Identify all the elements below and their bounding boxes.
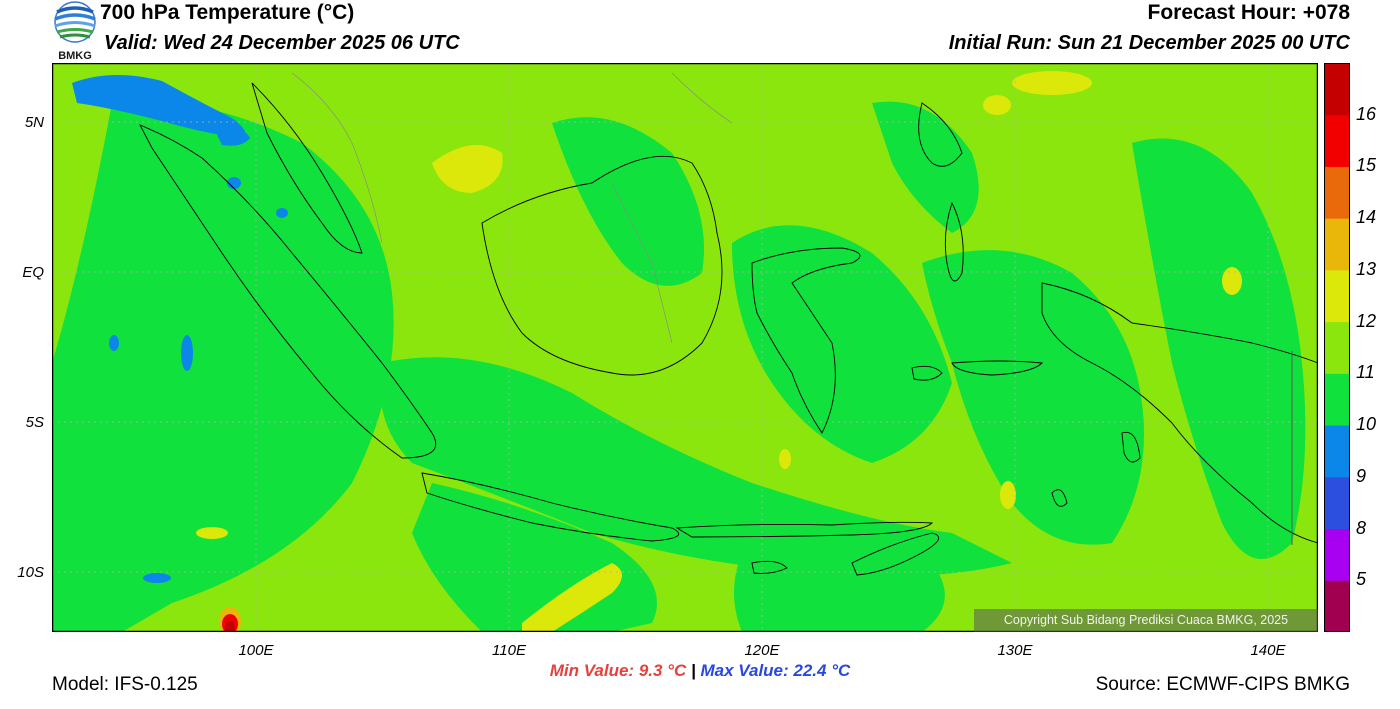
colorbar-bin	[1324, 580, 1350, 632]
graticule	[52, 63, 1318, 632]
lon-label-140e: 140E	[1250, 642, 1286, 659]
colorbar-tick-label: 11	[1356, 362, 1375, 383]
colorbar-tick-label: 13	[1356, 258, 1377, 279]
nusa-tenggara-outline	[675, 521, 934, 538]
initial-run: Initial Run: Sun 21 December 2025 00 UTC	[948, 32, 1350, 54]
colorbar-tick-label: 16	[1356, 103, 1377, 124]
colorbar-tick-label: 12	[1356, 310, 1377, 331]
temperature-field	[52, 63, 1318, 632]
colorbar-bin	[1324, 321, 1350, 374]
colorbar-tick-label: 5	[1356, 569, 1367, 590]
colorbar-bin	[1324, 114, 1350, 167]
max-value: Max Value: 22.4 °C	[700, 661, 851, 680]
map-frame	[52, 63, 1318, 632]
min-value: Min Value: 9.3 °C	[549, 661, 687, 680]
tanimbar-outline	[1051, 489, 1068, 507]
province-borders	[291, 72, 733, 344]
sulawesi-outline	[751, 247, 861, 434]
valid-time: Valid: Wed 24 December 2025 06 UTC	[104, 32, 460, 54]
colorbar-tick-label: 9	[1356, 465, 1367, 486]
colorbar-tick-label: 8	[1356, 517, 1367, 538]
lon-label-120e: 120E	[744, 642, 780, 659]
lat-label-10s: 10S	[17, 564, 44, 581]
copyright-notice: Copyright Sub Bidang Prediksi Cuaca BMKG…	[974, 609, 1318, 632]
seram-outline	[951, 360, 1043, 376]
halmahera-outline	[944, 201, 964, 282]
lon-label-100e: 100E	[238, 642, 274, 659]
bmkg-logo: BMKG	[54, 1, 96, 62]
colorbar-bin	[1324, 373, 1350, 426]
borneo-outline	[481, 155, 723, 376]
colorbar-tick-label: 10	[1356, 414, 1377, 435]
source-label: Source: ECMWF-CIPS BMKG	[1095, 674, 1350, 695]
colorbar-bin	[1324, 528, 1350, 581]
colorbar-bin	[1324, 425, 1350, 478]
model-label: Model: IFS-0.125	[52, 674, 198, 695]
java-outline	[421, 472, 680, 542]
stats-separator: |	[690, 661, 696, 680]
min-max-stats: Min Value: 9.3 °C | Max Value: 22.4 °C	[0, 661, 1400, 681]
mindanao-outline	[918, 102, 963, 167]
colorbar-tick-label: 15	[1356, 155, 1377, 176]
colorbar-frame	[1324, 63, 1350, 632]
aru-outline	[1121, 431, 1141, 463]
new-guinea-outline	[1041, 282, 1318, 544]
sumba-outline	[751, 560, 788, 574]
colorbar-bin	[1324, 269, 1350, 323]
colorbar	[1324, 63, 1350, 632]
colorbar-bin	[1324, 166, 1350, 219]
buru-outline	[911, 365, 943, 381]
forecast-hour: Forecast Hour: +078	[1147, 1, 1351, 24]
colorbar-bin	[1324, 218, 1350, 271]
colorbar-bin	[1324, 63, 1350, 116]
temperature-map	[52, 63, 1318, 632]
lat-label-5s: 5S	[25, 414, 44, 431]
bmkg-logo-text: BMKG	[58, 50, 92, 62]
colorbar-bin	[1324, 476, 1350, 530]
lon-label-110e: 110E	[492, 642, 526, 659]
map-title: 700 hPa Temperature (°C)	[100, 1, 355, 24]
colorbar-tick-label: 14	[1356, 207, 1377, 228]
lat-label-eq: EQ	[22, 264, 44, 281]
coastlines	[139, 82, 1318, 576]
lon-label-130e: 130E	[997, 642, 1033, 659]
bmkg-logo-emblem	[54, 1, 96, 43]
timor-outline	[851, 532, 940, 576]
malay-peninsula-outline	[251, 82, 363, 254]
lat-label-5n: 5N	[24, 114, 44, 131]
sumatra-outline	[139, 124, 437, 459]
